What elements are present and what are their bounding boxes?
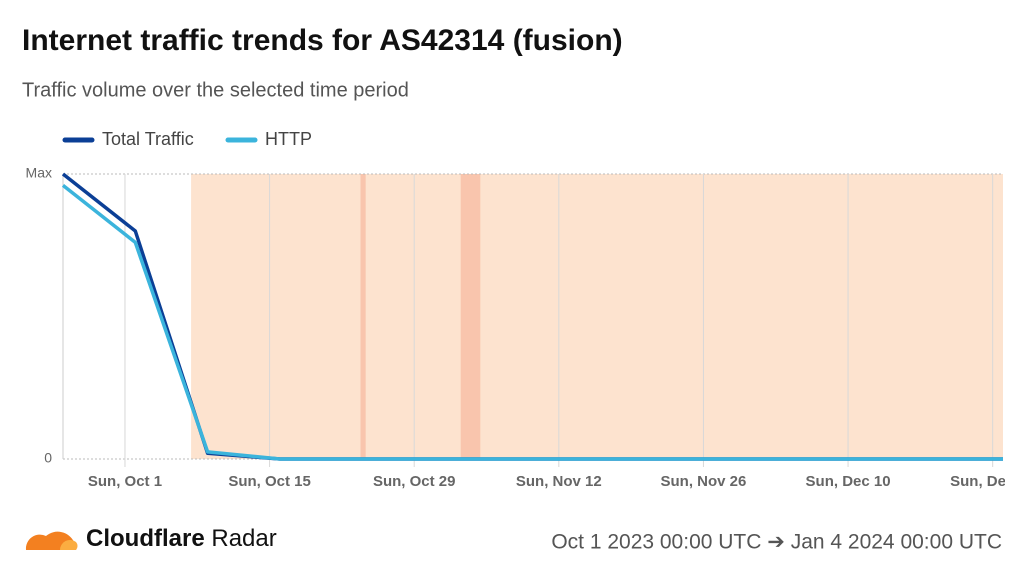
chart-subtitle: Traffic volume over the selected time pe… bbox=[22, 79, 409, 101]
product-name: Radar bbox=[211, 525, 276, 552]
outage-region bbox=[460, 174, 481, 459]
legend: Total Traffic HTTP bbox=[62, 129, 312, 149]
x-tick-label: Sun, Dec 24 bbox=[950, 473, 1024, 490]
logo bbox=[25, 531, 78, 550]
x-tick-label: Sun, Nov 26 bbox=[661, 473, 747, 490]
legend-label: HTTP bbox=[265, 129, 312, 149]
series-line bbox=[61, 184, 1003, 461]
x-tick-label: Sun, Nov 12 bbox=[516, 473, 602, 490]
x-tick-label: Sun, Oct 15 bbox=[228, 473, 311, 490]
brand-name: Cloudflare bbox=[86, 525, 205, 552]
y-tick-label: 0 bbox=[44, 450, 52, 466]
y-tick-label: Max bbox=[26, 165, 52, 181]
outage-region bbox=[360, 174, 366, 459]
x-tick-label: Sun, Oct 29 bbox=[373, 473, 456, 490]
outage-region bbox=[191, 174, 1004, 459]
brand: Cloudflare Radar bbox=[86, 525, 277, 552]
plot-area: 0 Max Sun, Oct 1 Sun, Oct 15 Sun, Oct 29 Sun,… bbox=[26, 165, 1024, 490]
date-range: Oct 1 2023 00:00 UTC ➔ Jan 4 2024 00:00 … bbox=[551, 531, 1002, 554]
x-tick-label: Sun, Oct 1 bbox=[88, 473, 162, 490]
x-tick-label: Sun, Dec 10 bbox=[806, 473, 891, 490]
logo-cloud-small bbox=[60, 540, 78, 550]
legend-label: Total Traffic bbox=[102, 129, 194, 149]
chart-title: Internet traffic trends for AS42314 (fus… bbox=[22, 24, 623, 57]
